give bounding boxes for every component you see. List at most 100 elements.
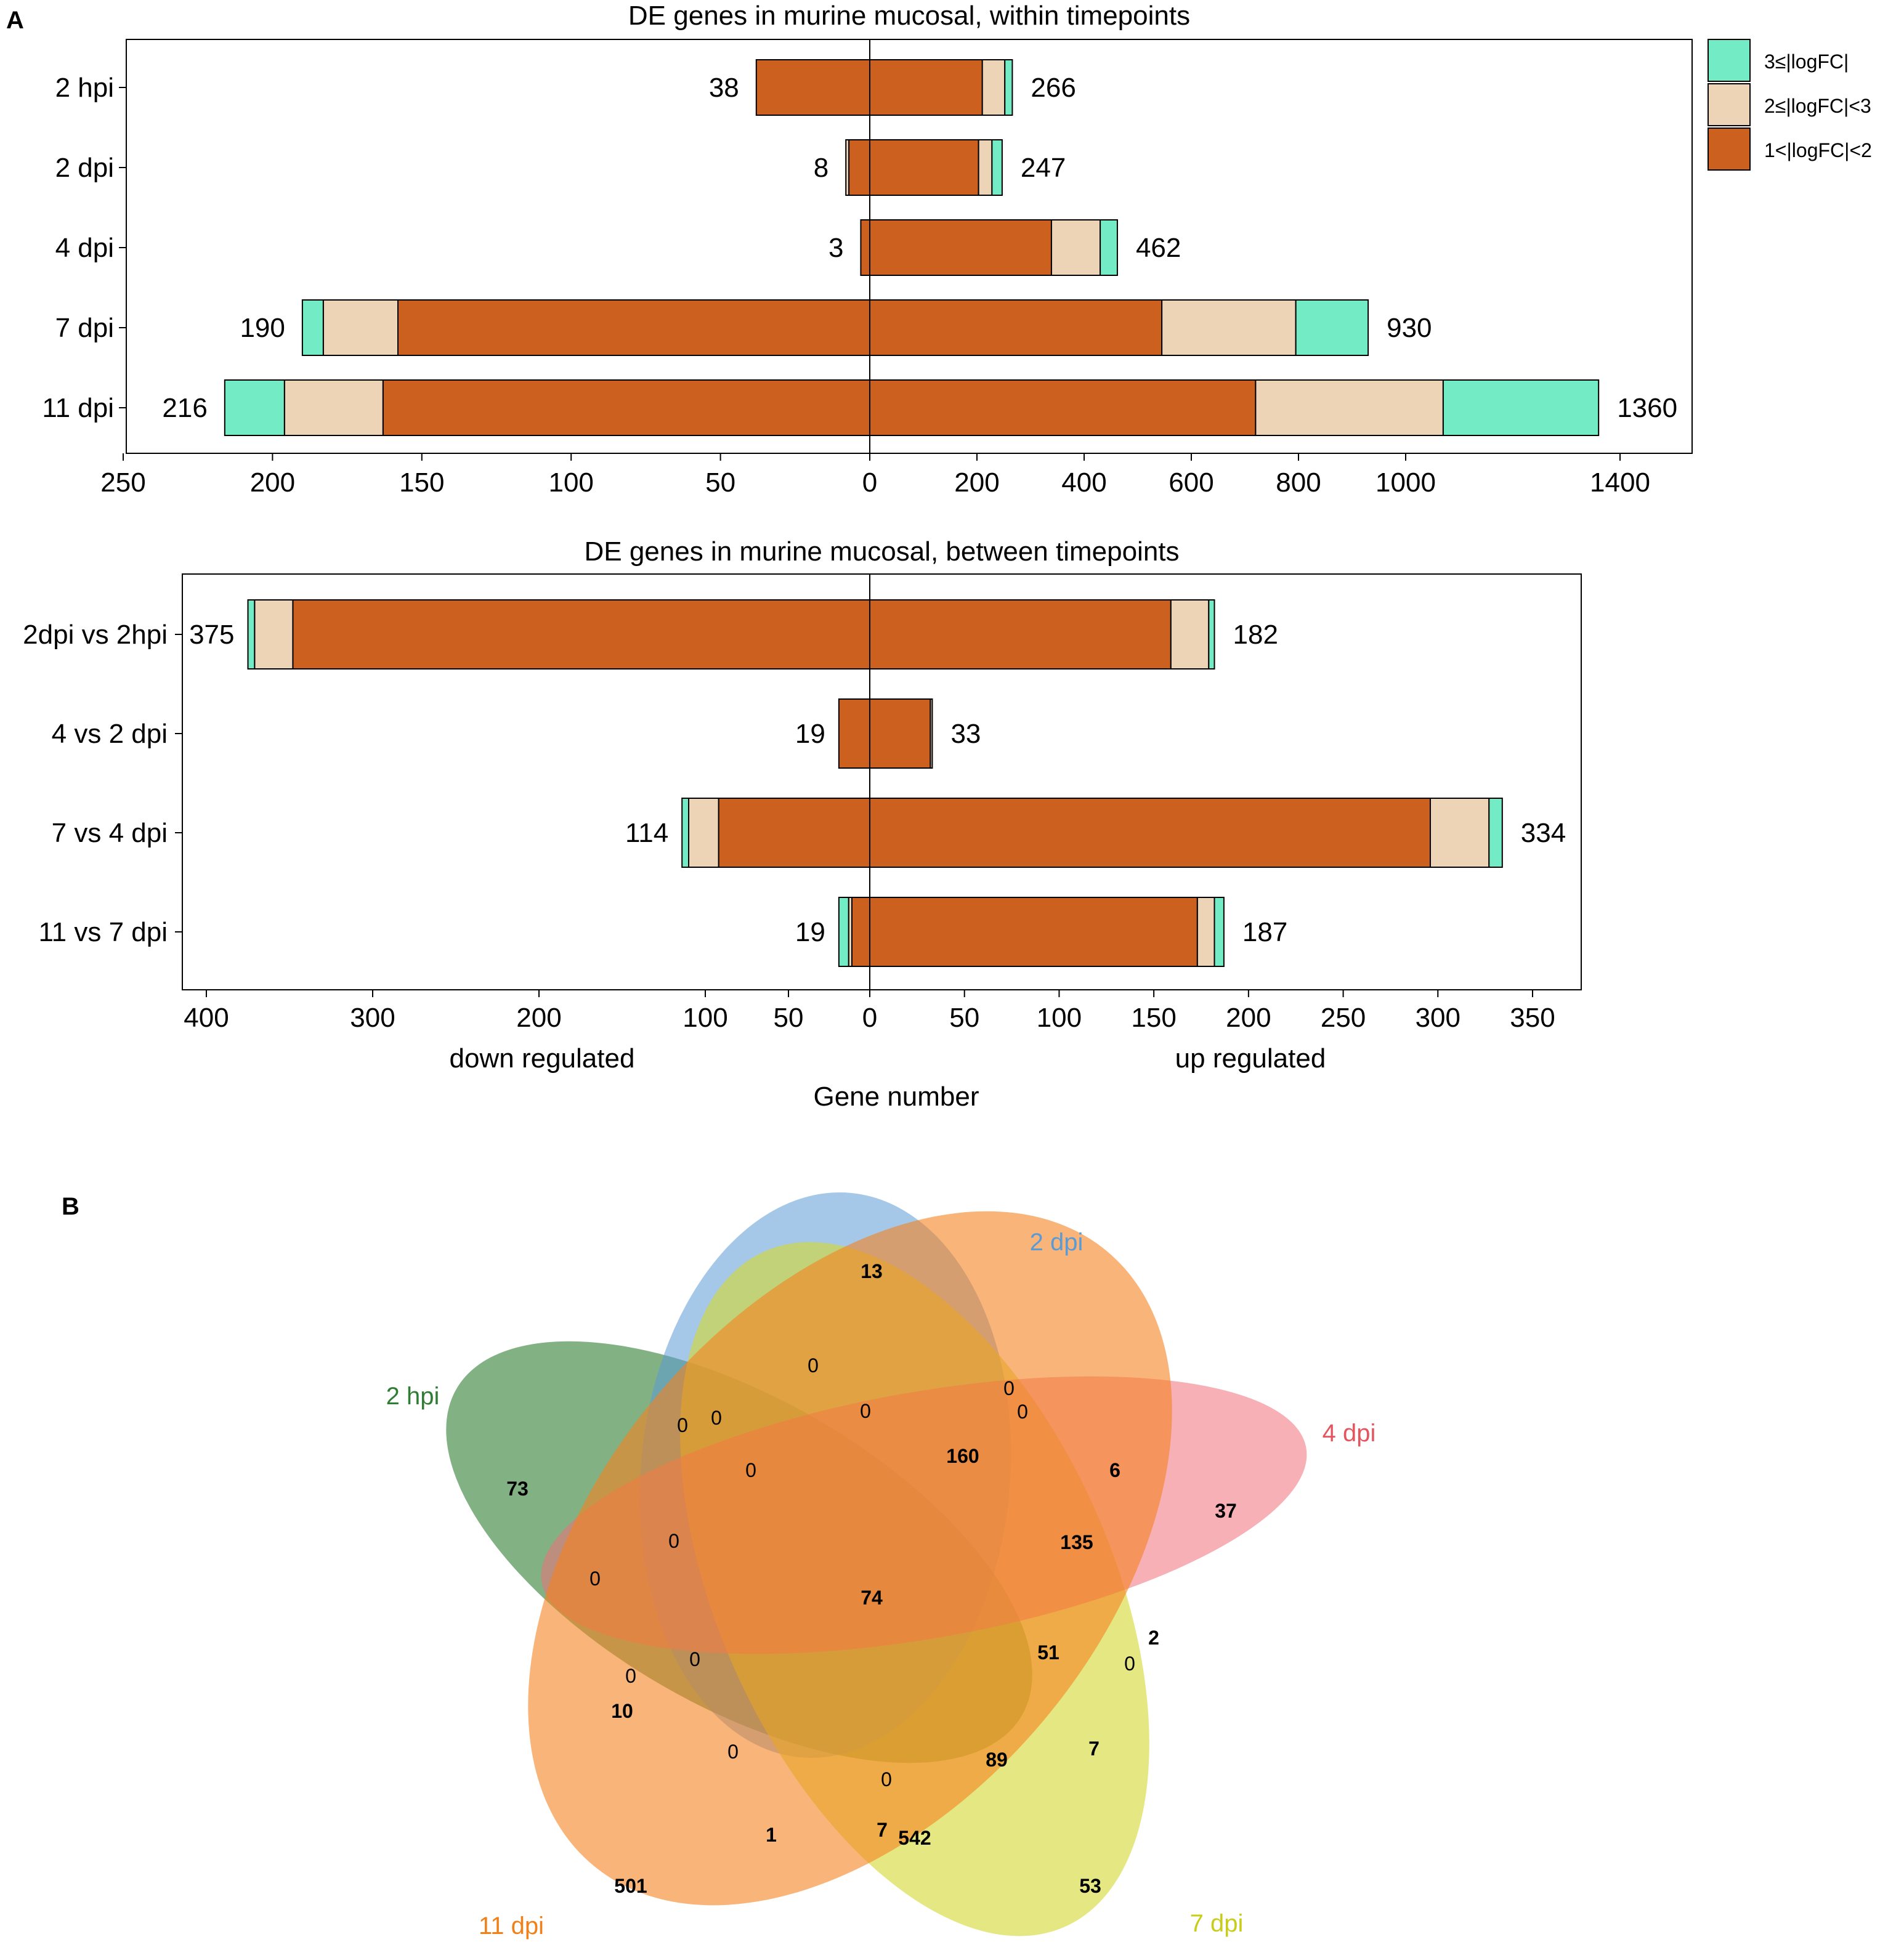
bar-segment-up [869,379,1257,436]
x-tick-label: 50 [774,1003,804,1033]
region-count: 51 [1037,1641,1059,1664]
region-count: 89 [986,1749,1008,1771]
x-tick-label: 200 [1226,1003,1271,1033]
bar-segment-up [991,139,1003,196]
plot-frame [126,39,1693,454]
category-label: 4 dpi [55,233,114,263]
region-count: 0 [745,1459,756,1481]
bar-segment-up [1295,299,1369,356]
up-count-label: 1360 [1617,393,1677,423]
bar-segment-down [838,698,870,769]
bar-segment-down [860,219,871,276]
panel-a-label: A [6,7,24,34]
up-count-label: 334 [1521,818,1566,848]
up-count-label: 462 [1136,233,1181,263]
up-count-label: 266 [1031,73,1076,103]
bar-segment-down [301,299,324,356]
down-count-label: 38 [709,73,739,103]
x-tick-label: 50 [705,467,735,498]
bar-segment-down [718,798,870,868]
region-count: 0 [881,1768,892,1790]
up-count-label: 930 [1387,313,1432,343]
bar-segment-down [755,59,870,116]
bar-segment-up [869,139,979,196]
x-tick-label: 1400 [1590,467,1650,498]
region-count: 0 [668,1530,679,1552]
bar-segment-up [869,219,1052,276]
bar-segment-down [688,798,719,868]
up-count-label: 182 [1233,620,1278,650]
bar-segment-up [1429,798,1490,868]
x-tick-label: 350 [1510,1003,1555,1033]
bar-segment-up [869,798,1431,868]
bar-segment-up [869,299,1163,356]
bar-segment-down [322,299,399,356]
down-count-label: 19 [795,719,825,749]
set-label: 2 dpi [1030,1229,1084,1256]
region-count: 6 [1109,1459,1120,1481]
set-11dpi-ellipse [528,1211,1172,1906]
legend-swatch [1708,39,1751,82]
bar-segment-up [1213,897,1225,967]
up-count-label: 187 [1242,917,1287,947]
bar-segment-up [869,698,931,769]
region-count: 0 [677,1414,688,1436]
x-tick-label: 400 [184,1003,229,1033]
region-count: 74 [861,1587,883,1609]
category-label: 7 vs 4 dpi [52,818,168,848]
down-count-label: 375 [189,620,234,650]
legend-swatch [1708,127,1751,171]
bar-segment-down [247,599,256,670]
down-count-label: 190 [240,313,285,343]
down-regulated-label: down regulated [450,1043,635,1074]
category-label: 2dpi vs 2hpi [23,620,168,650]
bar-segment-down [292,599,870,670]
chart-title: DE genes in murine mucosal, within timep… [628,1,1190,31]
up-count-label: 247 [1021,153,1066,183]
bar-segment-up [1161,299,1297,356]
bar-segment-up [1170,599,1210,670]
set-label: 11 dpi [479,1912,544,1940]
x-tick-label: 150 [399,467,444,498]
region-count: 73 [506,1478,529,1500]
x-tick-label: 250 [1321,1003,1366,1033]
region-count: 0 [727,1741,739,1763]
region-count: 1 [766,1824,777,1846]
region-count: 2 [1148,1627,1159,1649]
set-label: 7 dpi [1190,1910,1244,1937]
bar-segment-up [869,897,1198,967]
bar-segment-down [848,139,870,196]
x-tick-label: 0 [862,1003,877,1033]
region-count: 0 [1124,1653,1135,1675]
bar-segment-down [254,599,294,670]
bar-segment-up [869,599,1172,670]
x-tick-label: 200 [250,467,295,498]
region-count: 0 [1003,1377,1015,1399]
down-count-label: 8 [814,153,828,183]
region-count: 7 [877,1819,888,1841]
bar-segment-up [1004,59,1013,116]
region-count: 0 [1017,1401,1028,1423]
set-label: 4 dpi [1323,1420,1376,1447]
bar-segment-up [1100,219,1118,276]
category-label: 2 dpi [55,153,114,183]
x-tick-label: 100 [683,1003,727,1033]
bar-segment-up [869,59,983,116]
up-regulated-label: up regulated [1175,1043,1326,1074]
x-tick-label: 100 [548,467,593,498]
region-count: 53 [1079,1875,1101,1897]
region-count: 0 [860,1400,871,1422]
x-tick-label: 400 [1061,467,1106,498]
bar-segment-down [851,897,870,967]
plot-frame [182,573,1582,990]
bar-segment-up [1255,379,1444,436]
x-tick-label: 600 [1169,467,1213,498]
bar-segment-up [1442,379,1600,436]
x-tick-label: 1000 [1375,467,1436,498]
up-count-label: 33 [950,719,981,749]
bar-segment-down [397,299,870,356]
region-count: 10 [611,1700,633,1722]
bar-segment-down [224,379,285,436]
x-tick-label: 0 [862,467,877,498]
